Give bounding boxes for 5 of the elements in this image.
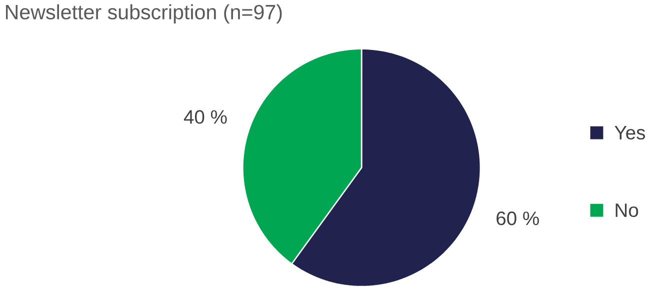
data-label: 60 % [496, 211, 539, 226]
legend-label: Yes [614, 126, 646, 140]
data-label: 40 % [184, 110, 227, 124]
legend-label: No [616, 203, 638, 217]
chart-title: Newsletter subscription (n=97) [6, 4, 282, 24]
